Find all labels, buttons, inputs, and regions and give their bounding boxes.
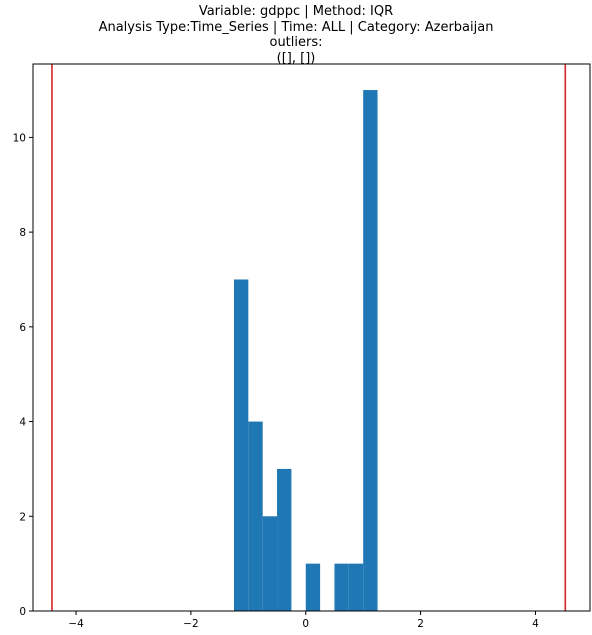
y-tick-label-0: 0 <box>19 606 26 618</box>
histogram-bar-6 <box>349 564 363 611</box>
histogram-bar-5 <box>334 564 348 611</box>
y-tick-label-4: 8 <box>19 227 26 239</box>
histogram-bar-0 <box>234 279 248 611</box>
histogram-bar-3 <box>277 469 291 611</box>
x-tick-label-3: 2 <box>417 618 424 630</box>
histogram-bar-1 <box>248 422 262 611</box>
bars-layer <box>234 90 378 611</box>
x-tick-label-1: −2 <box>183 618 198 630</box>
y-tick-label-1: 2 <box>19 511 26 523</box>
histogram-bar-2 <box>263 516 277 611</box>
histogram-bar-7 <box>363 90 377 611</box>
x-tick-label-2: 0 <box>302 618 309 630</box>
plot-frame <box>33 64 590 611</box>
threshold-lines-layer <box>52 64 565 611</box>
y-tick-label-5: 10 <box>13 132 26 144</box>
y-axis-ticks: 0 2 4 6 8 10 <box>13 132 33 618</box>
x-axis-ticks: −4 −2 0 2 4 <box>68 611 539 630</box>
histogram-bar-4 <box>306 564 320 611</box>
x-tick-label-0: −4 <box>68 618 84 630</box>
y-tick-label-2: 4 <box>19 417 26 429</box>
x-tick-label-4: 4 <box>532 618 539 630</box>
y-tick-label-3: 6 <box>19 322 26 334</box>
